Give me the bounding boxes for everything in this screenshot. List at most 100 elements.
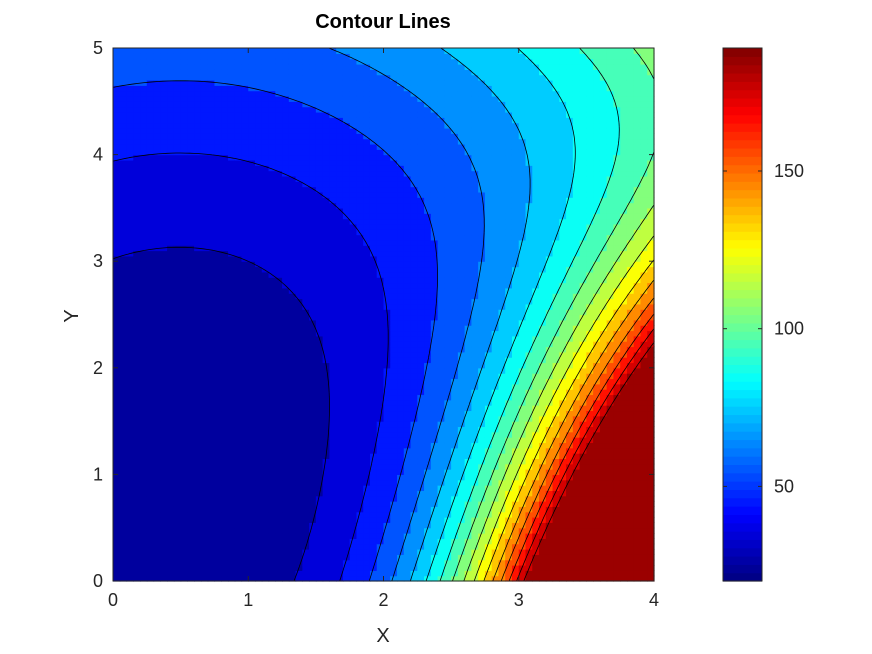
contour-cell: [288, 197, 297, 204]
contour-cell: [275, 426, 283, 433]
contour-cell: [140, 431, 148, 438]
contour-cell: [424, 437, 432, 444]
contour-cell: [444, 405, 452, 412]
contour-cell: [187, 79, 195, 86]
contour-cell: [322, 410, 330, 417]
contour-cell: [113, 479, 121, 486]
contour-cell: [288, 106, 297, 113]
contour-cell: [410, 314, 418, 321]
contour-cell: [424, 527, 432, 534]
contour-cell: [295, 554, 303, 561]
contour-cell: [261, 351, 270, 358]
contour-cell: [397, 367, 405, 374]
contour-cell: [342, 261, 351, 268]
contour-cell: [255, 122, 263, 129]
contour-cell: [241, 335, 249, 342]
contour-cell: [417, 522, 425, 529]
contour-cell: [383, 197, 391, 204]
contour-cell: [187, 479, 195, 486]
contour-cell: [227, 437, 236, 444]
contour-cell: [268, 485, 276, 491]
contour-cell: [187, 127, 195, 134]
contour-cell: [261, 405, 270, 412]
contour-cell: [173, 271, 182, 278]
contour-cell: [315, 133, 324, 140]
contour-cell: [187, 186, 195, 193]
contour-cell: [160, 69, 168, 76]
contour-cell: [397, 330, 405, 337]
contour-cell: [376, 218, 385, 225]
contour-cell: [133, 69, 141, 76]
contour-cell: [194, 490, 202, 497]
contour-cell: [363, 213, 371, 220]
contour-cell: [282, 335, 290, 342]
contour-cell: [126, 501, 134, 507]
contour-cell: [119, 410, 128, 417]
contour-cell: [133, 565, 141, 571]
contour-cell: [383, 127, 391, 134]
contour-cell: [173, 367, 182, 374]
contour-cell: [288, 287, 297, 294]
contour-cell: [140, 303, 148, 310]
contour-cell: [437, 202, 445, 209]
contour-cell: [214, 335, 222, 342]
contour-cell: [282, 127, 290, 134]
contour-cell: [424, 287, 432, 294]
contour-cell: [126, 351, 134, 358]
contour-cell: [248, 186, 256, 193]
contour-cell: [268, 351, 276, 358]
contour-cell: [268, 437, 276, 444]
contour-cell: [342, 447, 351, 454]
contour-cell: [302, 159, 310, 166]
contour-cell: [268, 207, 276, 214]
contour-cell: [187, 245, 195, 252]
contour-cell: [173, 341, 182, 348]
contour-cell: [200, 522, 209, 529]
contour-cell: [133, 309, 141, 316]
contour-cell: [282, 559, 290, 566]
contour-cell: [160, 165, 168, 172]
contour-cell: [356, 485, 364, 491]
contour-cell: [113, 346, 121, 353]
contour-cell: [268, 53, 276, 60]
contour-cell: [140, 543, 148, 550]
contour-cell: [410, 453, 418, 460]
contour-cell: [200, 261, 209, 268]
contour-cell: [282, 175, 290, 182]
contour-cell: [275, 389, 283, 396]
contour-cell: [153, 527, 161, 534]
contour-cell: [173, 213, 182, 220]
contour-cell: [282, 341, 290, 348]
contour-cell: [322, 207, 330, 214]
contour-cell: [417, 127, 425, 134]
contour-cell: [200, 549, 209, 555]
contour-cell: [383, 346, 391, 353]
contour-cell: [403, 175, 412, 182]
contour-cell: [234, 111, 243, 118]
contour-cell: [126, 95, 134, 102]
contour-cell: [383, 48, 391, 54]
contour-cell: [119, 53, 128, 60]
contour-cell: [194, 335, 202, 342]
contour-cell: [329, 447, 337, 454]
contour-cell: [342, 202, 351, 209]
contour-cell: [322, 266, 330, 273]
contour-cell: [275, 122, 283, 129]
contour-cell: [133, 234, 141, 241]
contour-cell: [322, 154, 330, 161]
contour-cell: [261, 234, 270, 241]
contour-cell: [397, 181, 405, 188]
contour-cell: [444, 421, 452, 428]
contour-cell: [200, 325, 209, 332]
contour-cell: [221, 191, 229, 198]
contour-cell: [200, 127, 209, 134]
contour-cell: [329, 319, 337, 326]
contour-cell: [119, 351, 128, 358]
contour-cell: [369, 335, 378, 342]
contour-cell: [248, 106, 256, 113]
contour-cell: [369, 362, 378, 369]
contour-cell: [390, 549, 398, 555]
contour-cell: [234, 165, 243, 172]
contour-cell: [153, 426, 161, 433]
contour-cell: [119, 394, 128, 401]
